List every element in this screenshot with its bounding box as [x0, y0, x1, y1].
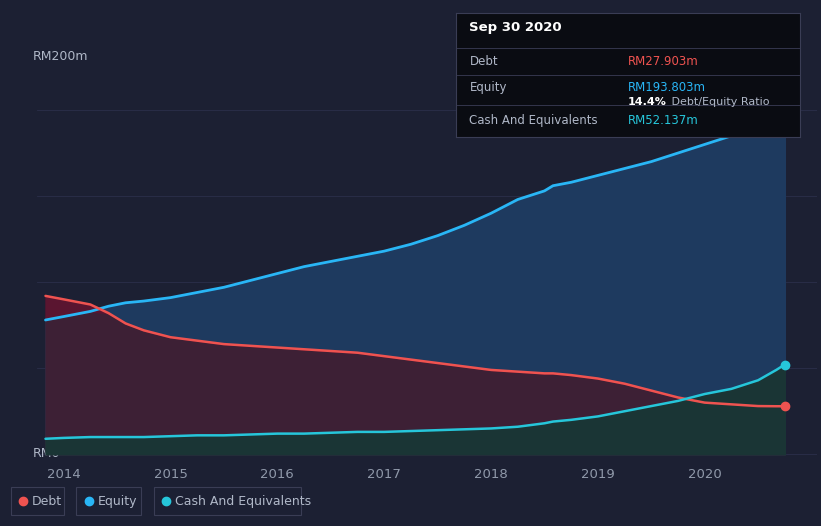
- Text: RM0: RM0: [33, 447, 61, 460]
- FancyBboxPatch shape: [76, 487, 141, 515]
- Text: Equity: Equity: [98, 494, 137, 508]
- Text: Debt/Equity Ratio: Debt/Equity Ratio: [667, 97, 769, 107]
- Text: Equity: Equity: [470, 81, 507, 94]
- Text: RM27.903m: RM27.903m: [628, 55, 699, 68]
- Text: RM52.137m: RM52.137m: [628, 114, 699, 127]
- Text: RM193.803m: RM193.803m: [628, 81, 706, 94]
- Text: Cash And Equivalents: Cash And Equivalents: [470, 114, 598, 127]
- FancyBboxPatch shape: [154, 487, 301, 515]
- Text: 14.4%: 14.4%: [628, 97, 667, 107]
- Text: Debt: Debt: [32, 494, 62, 508]
- Text: RM200m: RM200m: [33, 50, 89, 63]
- Text: Cash And Equivalents: Cash And Equivalents: [175, 494, 311, 508]
- FancyBboxPatch shape: [11, 487, 64, 515]
- Text: Debt: Debt: [470, 55, 498, 68]
- Text: Sep 30 2020: Sep 30 2020: [470, 22, 562, 35]
